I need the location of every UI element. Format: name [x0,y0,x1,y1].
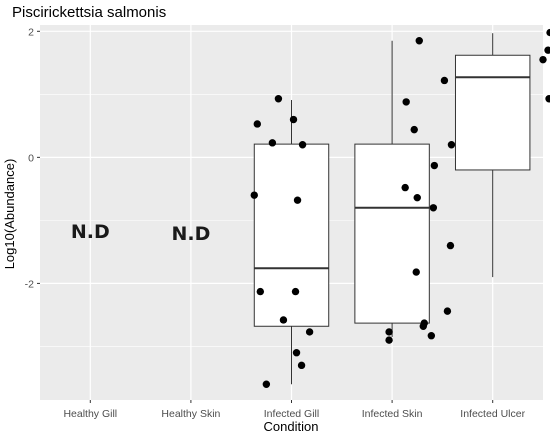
not-detected-label: N.D [71,221,110,243]
data-point [410,125,418,134]
annotations: N.D N.D [71,221,210,245]
data-point [250,191,258,199]
y-tick-label: -2 [25,278,34,290]
data-point [268,139,277,147]
data-point [274,95,283,103]
data-point [262,380,271,388]
data-point [279,316,288,324]
box [454,54,531,171]
data-point [419,322,427,330]
axes: 2 0 -2 Healthy Gill Healthy Skin Infected Gil… [25,26,526,420]
data-point [305,328,314,336]
data-point [412,268,420,276]
data-point [430,161,439,170]
data-point [402,98,410,106]
x-tick-label: Healthy Skin [161,408,220,420]
data-point [545,95,550,103]
data-point [401,183,409,192]
x-tick-label: Healthy Gill [63,408,117,420]
data-point [298,141,307,149]
not-detected-label: N.D [171,223,210,245]
data-point [385,336,393,344]
y-tick-label: 2 [28,26,34,38]
data-point [297,361,306,370]
data-point [413,193,421,202]
y-tick-label: 0 [28,152,34,164]
box [253,143,330,327]
data-points [250,28,550,388]
x-tick-label: Infected Ulcer [460,408,525,420]
data-point [440,76,449,85]
data-point [253,120,261,128]
data-point [546,28,550,37]
data-point [415,37,423,45]
data-point [289,115,298,124]
data-point [539,55,547,64]
box [354,143,430,324]
data-point [443,307,452,315]
x-tick-label: Infected Skin [362,408,423,420]
x-tick-label: Infected Gill [264,408,319,420]
data-point [427,332,436,340]
data-point [429,204,438,212]
y-axis-title: Log10(Abundance) [2,159,17,270]
data-point [256,287,265,296]
chart-title: Piscirickettsia salmonis [12,4,166,21]
data-point [385,328,393,336]
data-point [447,141,456,149]
data-point [544,46,550,54]
data-point [446,241,455,250]
x-axis-title: Condition [264,419,319,434]
data-point [291,287,300,296]
boxes [253,33,531,385]
data-point [293,196,302,204]
data-point [292,349,301,357]
